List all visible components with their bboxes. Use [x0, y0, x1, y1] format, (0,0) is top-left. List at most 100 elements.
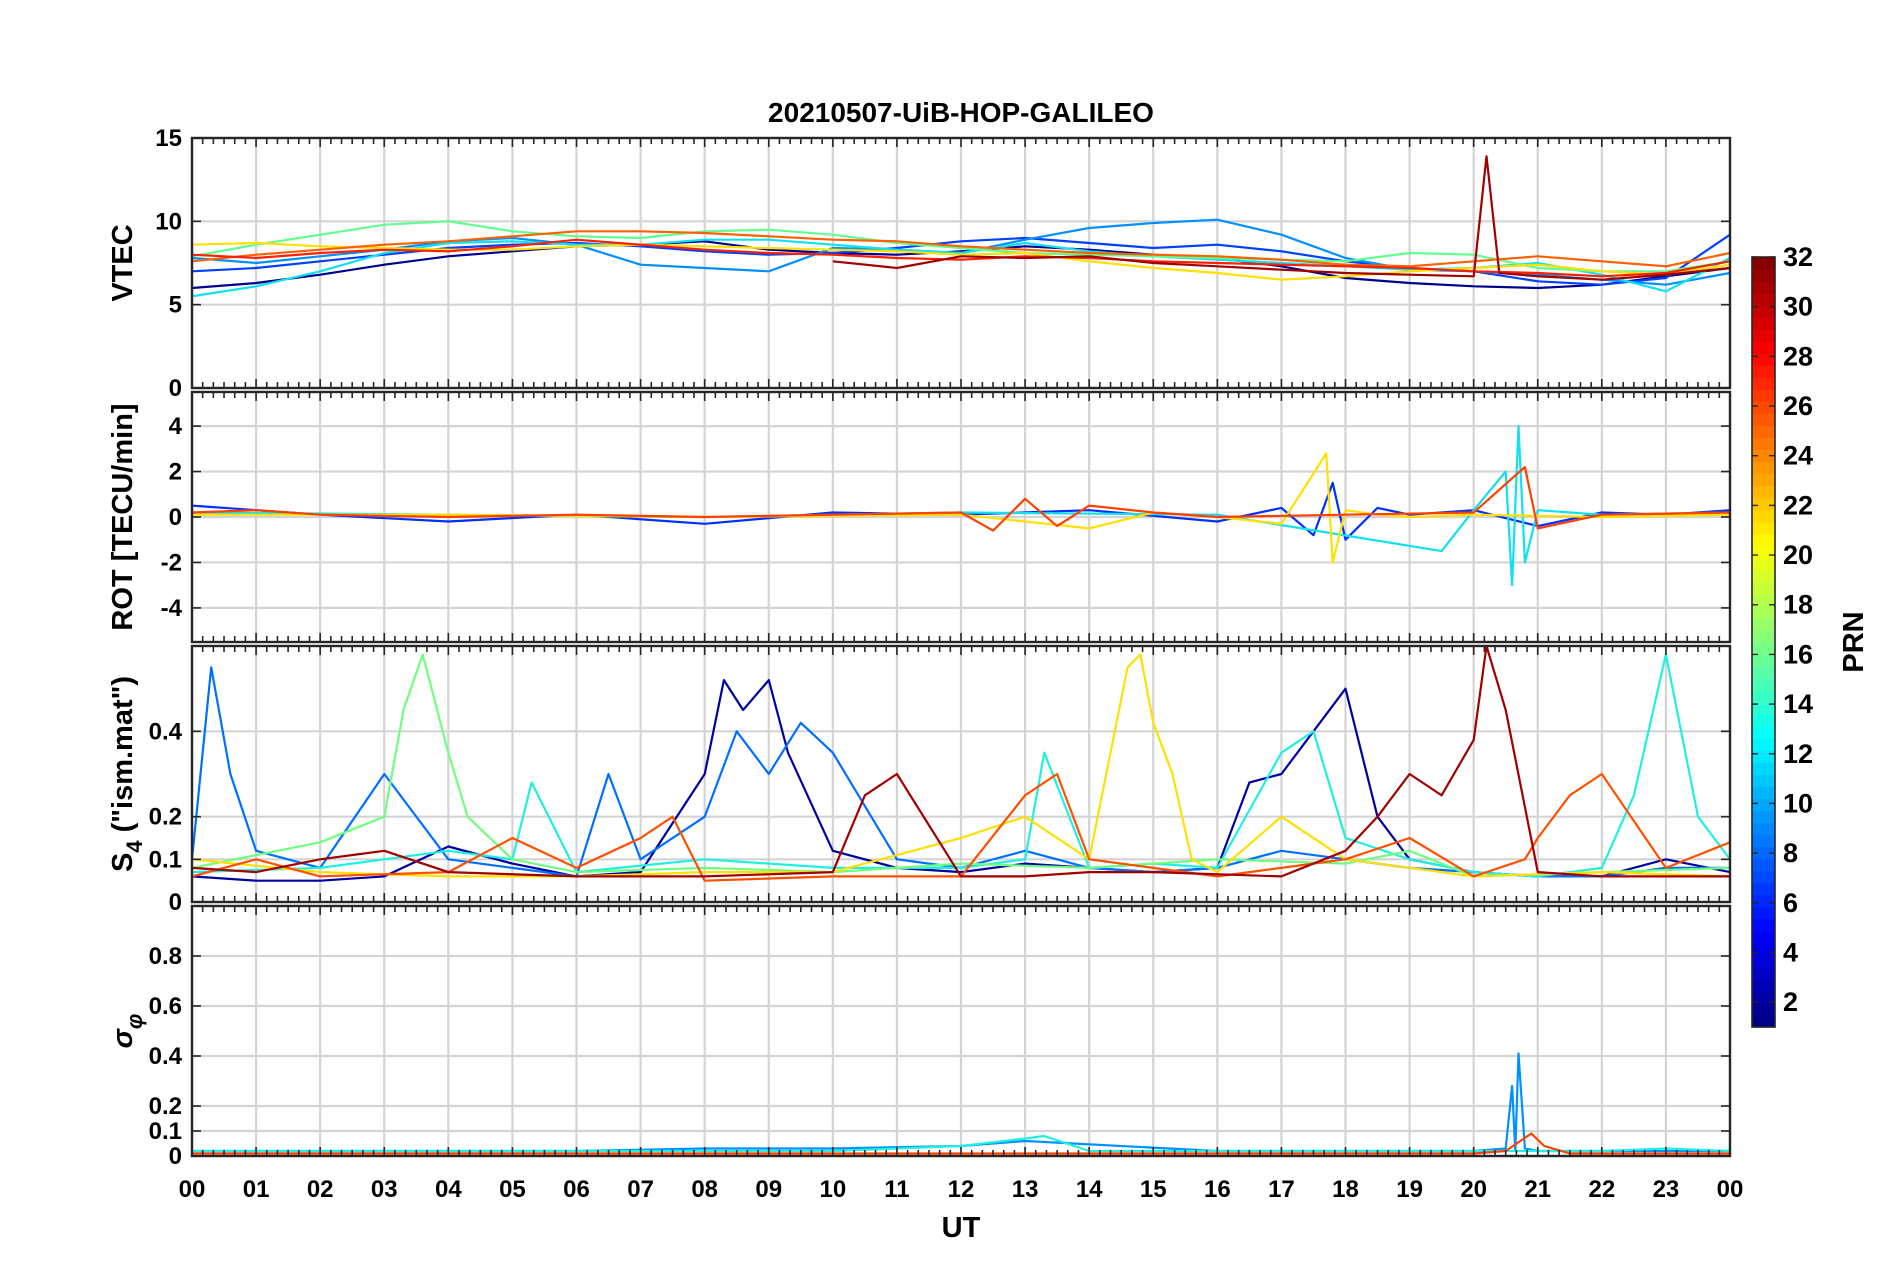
x-tick-label: 01 — [243, 1176, 270, 1203]
y-tick-label: 15 — [155, 125, 182, 152]
colorbar-segment — [1752, 738, 1775, 751]
y-tick-label: 0.2 — [149, 804, 182, 831]
colorbar-tick-label: 26 — [1783, 391, 1813, 421]
colorbar-segment — [1752, 810, 1775, 824]
colorbar-segment — [1752, 509, 1775, 523]
colorbar-segment — [1752, 389, 1775, 402]
series-s4-prn-16 — [192, 653, 1730, 878]
colorbar-segment — [1752, 497, 1775, 511]
colorbar-tick-label: 4 — [1783, 937, 1798, 967]
x-tick-label: 21 — [1524, 1176, 1551, 1203]
colorbar-segment — [1752, 918, 1775, 932]
x-tick-label: 18 — [1332, 1176, 1359, 1203]
colorbar-segment — [1752, 413, 1775, 427]
colorbar-frame — [1751, 256, 1776, 1028]
colorbar-segment — [1752, 437, 1775, 451]
x-tick-label: 15 — [1140, 1176, 1167, 1203]
y-tick-label: 0.4 — [149, 1043, 183, 1070]
colorbar-segment — [1752, 978, 1775, 992]
x-tick-label: 23 — [1653, 1176, 1680, 1203]
colorbar-segment — [1752, 654, 1775, 667]
y-tick-label: 0.1 — [149, 1118, 182, 1145]
series-s4-prn-31 — [192, 646, 1730, 878]
colorbar-segment — [1752, 269, 1775, 282]
colorbar-segment — [1752, 485, 1775, 499]
colorbar-segment — [1752, 714, 1775, 727]
colorbar-segment — [1752, 894, 1775, 908]
minor-ticks-s4 — [191, 646, 1731, 902]
y-tick-label: 0.4 — [149, 718, 183, 745]
colorbar-tick-label: 8 — [1783, 838, 1798, 868]
axes-box-s4 — [190, 644, 1732, 904]
colorbar-segment — [1752, 581, 1775, 595]
colorbar-segment — [1752, 798, 1775, 812]
y-tick-label: -4 — [161, 595, 183, 622]
panel-vtec: 0 5 10 15 VTEC — [107, 125, 1732, 402]
grid-sigma_phi — [190, 906, 1732, 1158]
colorbar-segment — [1752, 702, 1775, 715]
colorbar-segment — [1752, 521, 1775, 535]
x-axis-label: UT — [942, 1212, 981, 1244]
y-tick-label: 2 — [169, 459, 182, 486]
colorbar-segment — [1752, 353, 1775, 366]
colorbar-segment — [1752, 305, 1775, 318]
x-tick-label: 04 — [435, 1176, 462, 1203]
chart-title: 20210507-UiB-HOP-GALILEO — [768, 97, 1154, 128]
x-tick-label: 16 — [1204, 1176, 1231, 1203]
colorbar-tick-label: 22 — [1783, 490, 1813, 520]
axes-box-rot — [190, 390, 1732, 644]
colorbar-segment — [1752, 341, 1775, 354]
colorbar-segment — [1752, 533, 1775, 547]
y-tick-label: 0.1 — [149, 846, 182, 873]
x-tick-labels: 00 01 02 03 04 05 06 07 08 09 10 11 12 13 14 15 16 17 18 19… — [179, 1176, 1744, 1203]
y-tick-label: 0.2 — [149, 1093, 182, 1120]
colorbar-segment — [1752, 954, 1775, 968]
colorbar-segment — [1752, 557, 1775, 571]
colorbar-segment — [1752, 822, 1775, 836]
colorbar-segment — [1752, 545, 1775, 559]
series-group-rot — [192, 425, 1730, 587]
colorbar-segment — [1752, 317, 1775, 330]
series-vtec-prn-24 — [192, 230, 1730, 268]
x-tick-label: 13 — [1012, 1176, 1039, 1203]
colorbar-tick-label: 10 — [1783, 788, 1813, 818]
y-tick-label: 10 — [155, 208, 182, 235]
x-tick-label: 09 — [755, 1176, 782, 1203]
series-s4-prn-25 — [192, 772, 1730, 882]
colorbar-segment — [1752, 425, 1775, 439]
colorbar-segment — [1752, 401, 1775, 415]
colorbar-segment — [1752, 377, 1775, 390]
panel-sigma_phi: 00.10.2 0.4 0.6 0.8 σφ — [107, 904, 1732, 1170]
x-tick-label: 07 — [627, 1176, 654, 1203]
colorbar-segment — [1752, 666, 1775, 679]
colorbar-segment — [1752, 726, 1775, 739]
x-tick-label: 00 — [179, 1176, 206, 1203]
colorbar-segment — [1752, 281, 1775, 294]
y-axis-label-rot: ROT [TECU/min] — [107, 403, 139, 630]
colorbar-segment — [1752, 642, 1775, 655]
colorbar-tick-label: 24 — [1783, 441, 1813, 471]
colorbar-segment — [1752, 629, 1775, 643]
colorbar-segment — [1752, 870, 1775, 884]
axes-box-vtec — [190, 136, 1732, 390]
y-axis-label-sigma_phi: σφ — [107, 1014, 147, 1049]
colorbar-segment — [1752, 858, 1775, 872]
x-tick-label: 11 — [884, 1176, 909, 1203]
colorbar-segment — [1752, 1002, 1775, 1016]
y-tick-label: 0.6 — [149, 993, 182, 1020]
colorbar-segment — [1752, 617, 1775, 631]
x-tick-label: 12 — [948, 1176, 975, 1203]
colorbar-segment — [1752, 569, 1775, 583]
colorbar-segment — [1752, 750, 1775, 763]
colorbar-tick-label: 14 — [1783, 689, 1813, 719]
colorbar-segment — [1752, 774, 1775, 787]
colorbar-tick-label: 20 — [1783, 540, 1813, 570]
colorbar-segment — [1752, 257, 1775, 270]
y-tick-label: 0 — [169, 375, 182, 402]
colorbar-segment — [1752, 882, 1775, 896]
colorbar-segment — [1752, 678, 1775, 691]
colorbar-tick-label: 30 — [1783, 292, 1813, 322]
colorbar-segment — [1752, 329, 1775, 342]
series-vtec-prn-15 — [192, 220, 1730, 273]
